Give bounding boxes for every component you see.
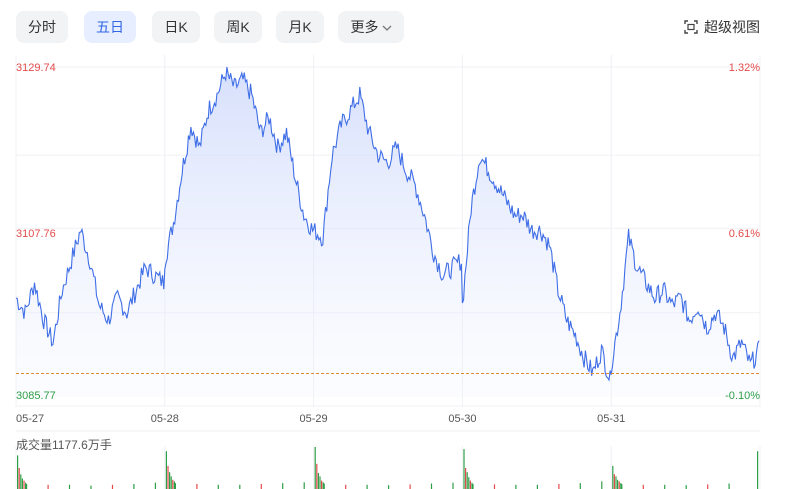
volume-bar [90, 485, 92, 489]
volume-bar [23, 480, 25, 489]
volume-bar [172, 479, 174, 489]
volume-bar [260, 484, 262, 489]
volume-bar [319, 476, 321, 489]
volume-bar [617, 479, 619, 489]
volume-bar [68, 484, 71, 489]
volume-bar [217, 484, 219, 489]
x-tick-label: 05-28 [151, 413, 179, 425]
tab-label: 五日 [96, 19, 124, 35]
tab-label: 周K [226, 19, 250, 35]
volume-bar [612, 465, 614, 489]
volume-bar [165, 451, 167, 489]
volume-bar [17, 455, 19, 489]
volume-bar [409, 484, 411, 489]
tab-5[interactable]: 月K [276, 11, 324, 43]
volume-bar [601, 481, 603, 489]
price-line [15, 66, 760, 382]
volume-bar [757, 451, 759, 489]
volume-bar [618, 481, 620, 489]
y-tick-percent: -0.10% [725, 390, 760, 402]
volume-bar [20, 474, 22, 489]
super-view-button[interactable]: 超级视图 [684, 11, 760, 43]
volume-bar [493, 484, 496, 489]
tab-label: 日K [164, 19, 188, 35]
volume-bar [452, 482, 454, 489]
volume-bar [239, 484, 241, 489]
volume-bar [515, 484, 517, 489]
volume-bar [466, 472, 468, 489]
y-tick-percent: 0.61% [729, 228, 760, 240]
tab-label: 分时 [28, 19, 56, 35]
volume-bar [111, 484, 114, 489]
volume-bar [430, 483, 433, 489]
x-tick-label: 05-30 [448, 413, 476, 425]
volume-bar [47, 484, 49, 489]
volume-bar [642, 484, 644, 489]
volume-bar [321, 480, 323, 489]
volume-bar [536, 484, 538, 489]
x-tick-label: 05-27 [16, 413, 44, 425]
volume-bar [322, 482, 324, 489]
volume-bar [174, 483, 176, 489]
volume-bar [388, 485, 390, 489]
volume-bar [621, 484, 623, 489]
tab-6[interactable]: 更多 [338, 11, 404, 43]
volume-bar [366, 484, 368, 489]
volume-bar [282, 483, 284, 489]
y-tick-price: 3107.76 [16, 228, 56, 240]
volume-bar [21, 478, 23, 489]
volume-bar [620, 483, 622, 489]
volume-bar [303, 482, 305, 489]
volume-bar [685, 485, 687, 489]
tab-4[interactable]: 周K [214, 11, 262, 43]
volume-bar [169, 472, 171, 489]
volume-label: 成交量1177.6万手 [16, 438, 112, 452]
volume-bar [133, 484, 135, 489]
volume-bar [471, 482, 473, 489]
volume-bar [728, 483, 730, 489]
super-view-label: 超级视图 [704, 19, 760, 35]
volume-bar [170, 476, 172, 489]
volume-bar [317, 473, 319, 489]
volume-bar [707, 484, 709, 489]
volume-bar [472, 484, 474, 489]
chevron-down-icon [382, 25, 391, 31]
tab-1[interactable]: 分时 [16, 11, 68, 43]
volume-bar [167, 465, 169, 489]
volume-bar [316, 463, 318, 489]
volume-bar [18, 468, 20, 489]
volume-bar [579, 483, 581, 489]
volume-bar [463, 449, 465, 489]
y-tick-percent: 1.32% [729, 62, 760, 74]
volume-bar [314, 447, 316, 489]
volume-bar [465, 468, 467, 489]
volume-bar [468, 477, 470, 489]
volume-bar [664, 484, 666, 489]
volume-bar [615, 476, 617, 489]
y-tick-price: 3129.74 [16, 62, 56, 74]
volume-bar [154, 482, 156, 489]
volume-bar [613, 474, 615, 489]
tab-label: 更多 [350, 19, 379, 35]
volume-bar [345, 484, 347, 489]
tab-label: 月K [288, 19, 312, 35]
tab-3[interactable]: 日K [152, 11, 200, 43]
volume-bar [25, 482, 27, 489]
volume-bar [196, 484, 198, 489]
volume-bar [558, 484, 560, 489]
x-tick-label: 05-31 [597, 413, 625, 425]
fullscreen-icon [684, 20, 698, 34]
volume-bar [173, 481, 175, 489]
volume-bar [323, 483, 325, 489]
price-area-fill [16, 67, 759, 397]
volume-bar [469, 480, 471, 489]
y-tick-price: 3085.77 [16, 390, 56, 402]
x-tick-label: 05-29 [300, 413, 328, 425]
volume-bar [26, 484, 28, 489]
tab-2[interactable]: 五日 [84, 11, 136, 43]
